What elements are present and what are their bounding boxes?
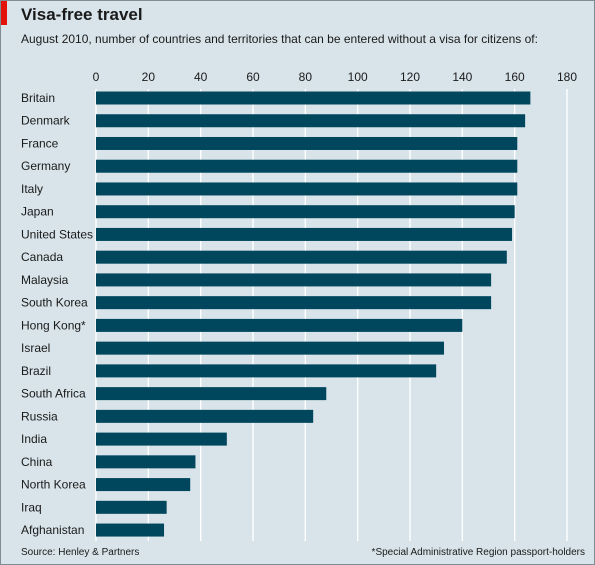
category-label: Russia	[21, 409, 58, 423]
bar	[96, 273, 492, 287]
bar	[96, 523, 165, 537]
x-tick-label: 140	[452, 70, 472, 84]
category-label: Israel	[21, 341, 50, 355]
category-label: China	[21, 455, 53, 469]
category-label: Italy	[21, 182, 43, 196]
category-label: Hong Kong*	[21, 318, 86, 332]
bar	[96, 409, 314, 423]
bar	[96, 455, 196, 469]
bar	[96, 159, 518, 173]
bar	[96, 478, 191, 492]
category-label: Britain	[21, 91, 55, 105]
bar	[96, 227, 513, 241]
category-label: Iraq	[21, 500, 42, 514]
bar	[96, 182, 518, 196]
category-label: Afghanistan	[21, 523, 84, 537]
bar	[96, 136, 518, 150]
category-label: North Korea	[21, 478, 86, 492]
category-label: India	[21, 432, 47, 446]
bar	[96, 318, 463, 332]
x-tick-label: 20	[142, 70, 156, 84]
bar	[96, 500, 167, 514]
x-tick-label: 40	[194, 70, 208, 84]
x-tick-label: 160	[505, 70, 525, 84]
chart-subtitle: August 2010, number of countries and ter…	[21, 32, 538, 46]
category-label: South Korea	[21, 296, 88, 310]
category-label: Malaysia	[21, 273, 69, 287]
category-label: South Africa	[21, 387, 86, 401]
footnote: *Special Administrative Region passport-…	[371, 547, 585, 558]
category-label: Canada	[21, 250, 63, 264]
category-label: United States	[21, 227, 93, 241]
x-tick-label: 60	[246, 70, 260, 84]
x-tick-label: 120	[400, 70, 420, 84]
bar	[96, 364, 437, 378]
bar	[96, 432, 227, 446]
x-tick-label: 180	[557, 70, 577, 84]
bar	[96, 91, 531, 105]
category-label: Denmark	[21, 114, 71, 128]
x-tick-label: 100	[348, 70, 368, 84]
bar	[96, 205, 515, 219]
bar	[96, 296, 492, 310]
accent-tab	[1, 1, 7, 25]
bar	[96, 387, 327, 401]
category-label: France	[21, 136, 59, 150]
bar	[96, 250, 507, 264]
source-note: Source: Henley & Partners	[21, 547, 140, 558]
x-tick-label: 0	[93, 70, 100, 84]
chart-title: Visa-free travel	[21, 5, 143, 24]
category-label: Brazil	[21, 364, 51, 378]
x-tick-label: 80	[299, 70, 313, 84]
bar	[96, 114, 526, 128]
category-label: Japan	[21, 205, 54, 219]
category-label: Germany	[21, 159, 70, 173]
bar	[96, 341, 445, 355]
